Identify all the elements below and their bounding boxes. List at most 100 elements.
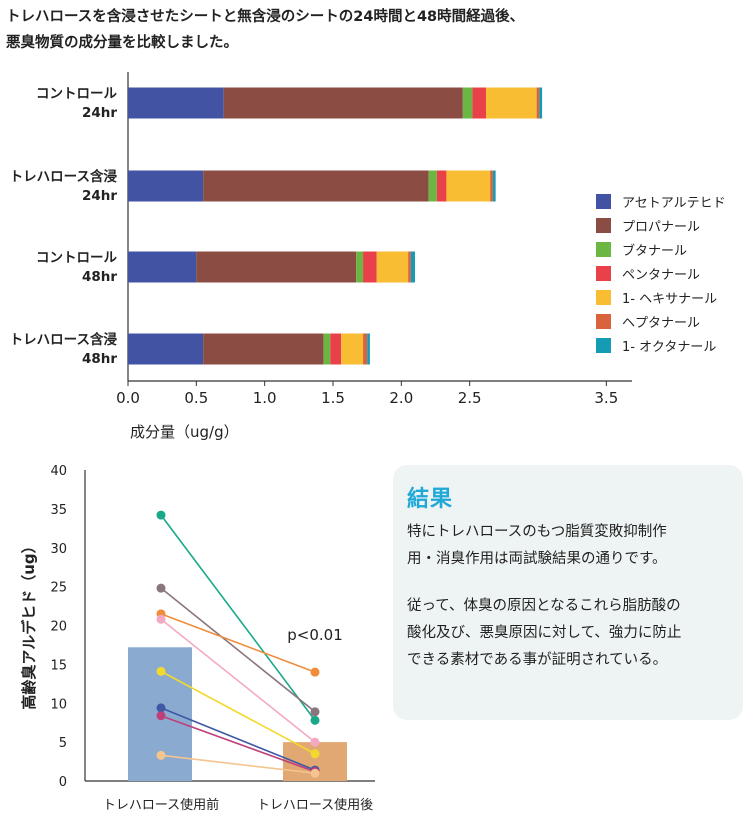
legend-label: プロパナール: [622, 220, 700, 235]
point-before: [156, 750, 166, 760]
bar-segment: [486, 87, 537, 119]
paired-bar-chart: 0 5 10 15 20 25 30 35 40 高齢臭アルデヒド（ug） トレハロース使用前 トレハ…: [20, 464, 375, 813]
bar-segment: [539, 87, 543, 119]
bar-segment: [196, 251, 357, 283]
category-label: トレハロース使用前: [103, 797, 219, 813]
legend-label: アセトアルテヒド: [622, 196, 726, 211]
legend-label: ヘプタナール: [622, 316, 700, 331]
legend-label: ペンタナール: [622, 268, 700, 283]
legend-swatch: [596, 314, 611, 329]
pair-line: [160, 514, 316, 721]
bar-segment: [446, 170, 491, 202]
bar-segment: [408, 251, 411, 283]
y-tick-label: 35: [50, 503, 67, 518]
y-tick-label: 25: [50, 581, 67, 596]
pair-line: [160, 618, 316, 743]
bar-segment: [203, 333, 324, 365]
x-tick-label: 3.5: [594, 389, 618, 407]
point-before: [156, 583, 166, 593]
point-after: [310, 707, 320, 717]
bar-segment: [428, 170, 437, 202]
intro-line-1: トレハロースを含浸させたシートと無含浸のシートの24時間と48時間経過後、: [6, 9, 525, 25]
y-tick-label: 15: [50, 658, 67, 673]
point-before: [156, 711, 166, 721]
point-before: [156, 666, 166, 676]
bar-segment: [128, 333, 204, 365]
category-label: コントロール: [36, 86, 117, 102]
result-text-1-line-1: 特にトレハロースのもつ脂質変敗抑制作: [407, 524, 667, 540]
bar-segment: [330, 333, 342, 365]
bar-segment: [341, 333, 364, 365]
y-tick-label: 30: [50, 542, 67, 557]
category-label: 48hr: [82, 351, 117, 367]
legend-swatch: [596, 218, 611, 233]
point-after: [310, 737, 320, 747]
bar-segment: [462, 87, 473, 119]
point-before: [156, 703, 166, 713]
pair-line: [160, 707, 316, 771]
result-box: 結果 特にトレハロースのもつ脂質変敗抑制作 用・消臭作用は両試験結果の通りです。…: [393, 465, 743, 720]
y-tick-label: 40: [50, 464, 67, 479]
stacked-bar-chart: 0.0 0.5 1.0 1.5 2.0 2.5 3.5 成分量（ug/g） コントロール 24hr…: [10, 72, 726, 441]
category-label: トレハロース使用後: [257, 797, 373, 813]
bar-segment: [492, 170, 496, 202]
bar-segment: [128, 87, 224, 119]
point-after: [310, 749, 320, 759]
point-before: [156, 614, 166, 624]
legend-label: 1- ヘキサナール: [622, 292, 717, 307]
bar-segment: [323, 333, 331, 365]
legend-swatch: [596, 266, 611, 281]
x-tick-label: 2.0: [389, 389, 413, 407]
y-tick-label: 10: [50, 697, 67, 712]
category-label: コントロール: [36, 250, 117, 266]
pair-line: [160, 587, 316, 713]
pair-line: [160, 613, 316, 673]
x-tick-label: 1.5: [321, 389, 345, 407]
bar-segment: [128, 170, 204, 202]
category-label: 24hr: [82, 105, 117, 121]
bar-segment: [490, 170, 493, 202]
point-after: [310, 667, 320, 677]
bar-segment: [203, 170, 429, 202]
result-title: 結果: [407, 487, 454, 512]
x-tick-label: 2.5: [458, 389, 482, 407]
point-after: [310, 768, 320, 778]
y-tick-label: 0: [59, 775, 67, 790]
x-tick-label: 1.0: [253, 389, 277, 407]
legend-swatch: [596, 338, 611, 353]
category-label: トレハロース含浸: [10, 331, 118, 348]
bar-segment: [410, 251, 415, 283]
y-axis-label: 高齢臭アルデヒド（ug）: [20, 538, 38, 709]
bar-segment: [472, 87, 487, 119]
bar-segment: [363, 251, 377, 283]
category-label: 24hr: [82, 188, 117, 204]
bar-segment: [536, 87, 540, 119]
bar-segment: [363, 333, 368, 365]
intro-line-2: 悪臭物質の成分量を比較しました。: [6, 35, 238, 51]
y-tick-label: 5: [59, 736, 67, 751]
x-tick-label: 0.5: [184, 389, 208, 407]
category-label: トレハロース含浸: [10, 168, 118, 185]
legend-swatch: [596, 194, 611, 209]
point-after: [310, 715, 320, 725]
category-label: 48hr: [82, 269, 117, 285]
legend-swatch: [596, 242, 611, 257]
pair-line: [160, 670, 316, 755]
bar-segment: [128, 251, 197, 283]
x-axis-label: 成分量（ug/g）: [130, 423, 239, 441]
bar-segment: [356, 251, 364, 283]
result-text-2-line-3: できる素材である事が証明されている。: [407, 652, 668, 668]
legend-label: ブタナール: [622, 243, 687, 259]
legend-swatch: [596, 290, 611, 305]
result-text-2-line-2: 酸化及び、悪臭原因に対して、強力に防止: [407, 625, 682, 641]
point-before: [156, 510, 166, 520]
result-text-2-line-1: 従って、体臭の原因となるこれら脂肪酸の: [407, 598, 681, 614]
p-value-annotation: p<0.01: [287, 626, 343, 644]
pair-line: [160, 714, 316, 773]
legend-label: 1- オクタナール: [622, 340, 716, 355]
bar-segment: [223, 87, 463, 119]
intro-text: トレハロースを含浸させたシートと無含浸のシートの24時間と48時間経過後、 悪臭…: [6, 4, 741, 56]
bar-segment: [376, 251, 409, 283]
y-tick-label: 20: [50, 620, 67, 635]
bar-segment: [436, 170, 447, 202]
